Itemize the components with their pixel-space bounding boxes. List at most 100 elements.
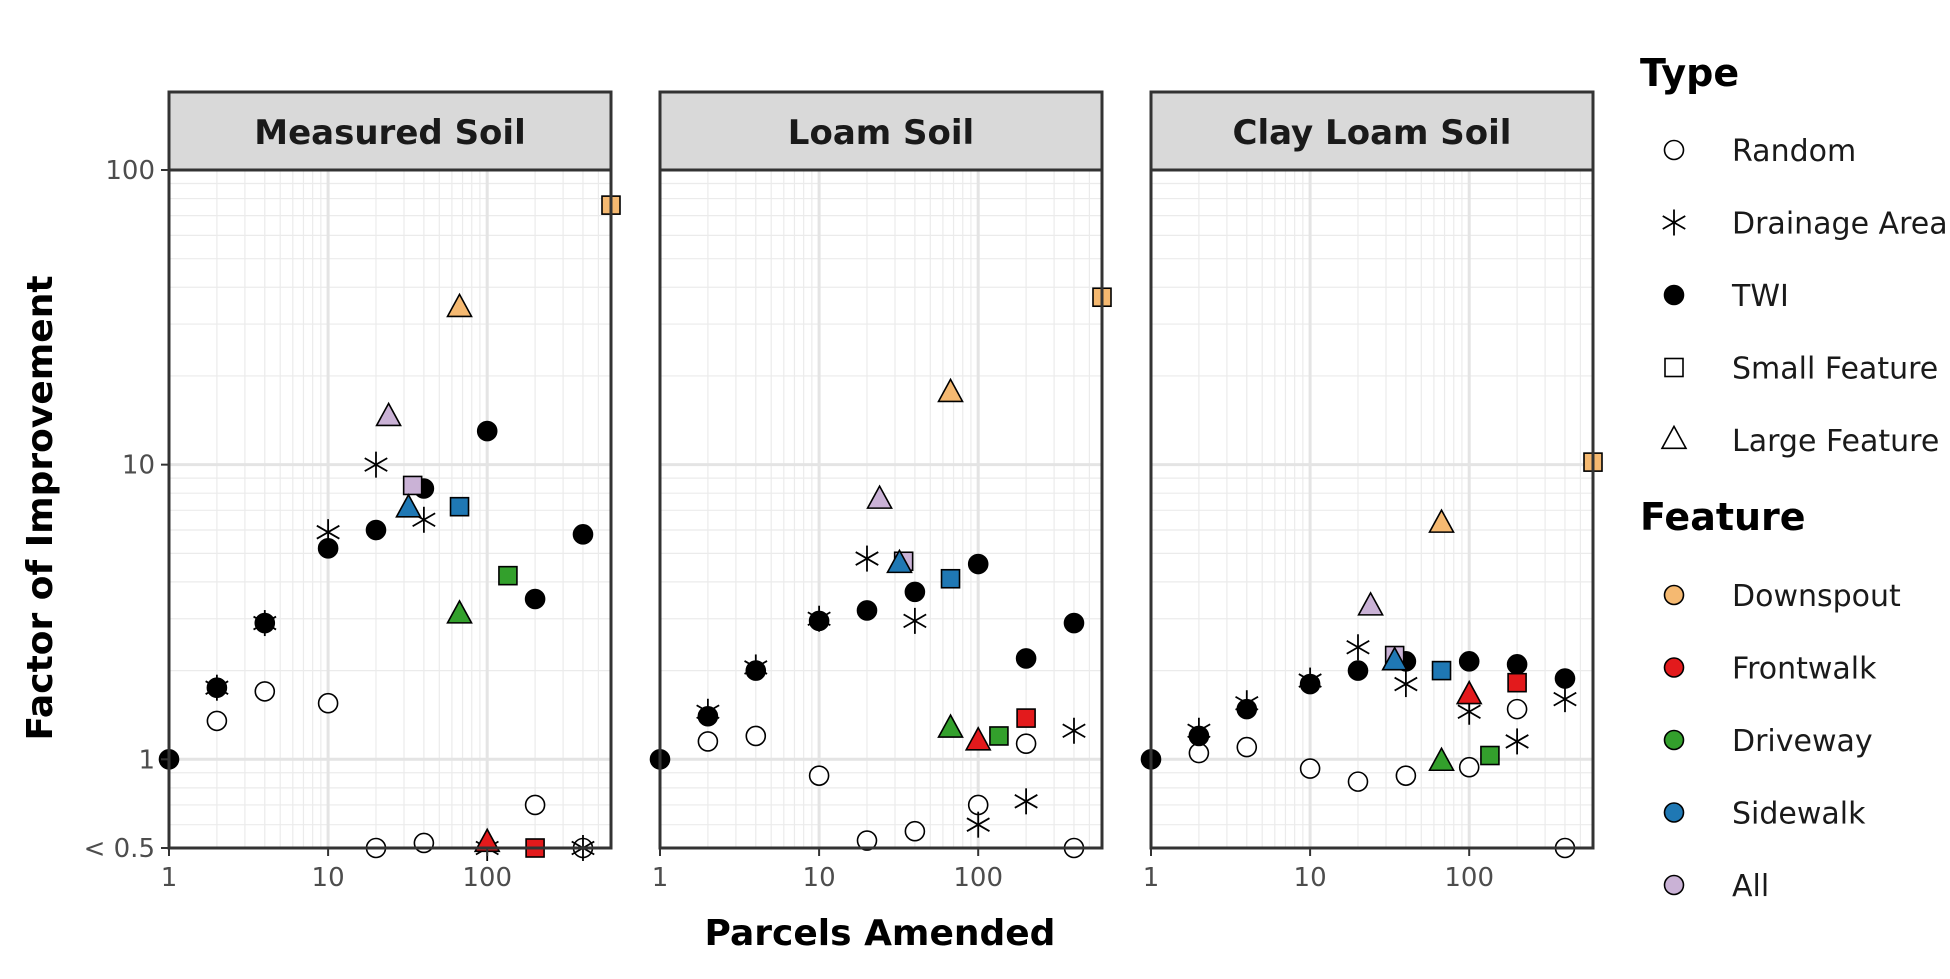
x-axis-title: Parcels Amended (705, 913, 1056, 954)
x-tick-label: 10 (312, 863, 345, 893)
data-point-twi (1554, 668, 1576, 689)
y-axis-title: Factor of Improvement (20, 275, 61, 740)
points-layer (1140, 452, 1603, 859)
data-point-random (1188, 742, 1210, 764)
data-point-twi (808, 610, 830, 632)
legend-key-large (1660, 424, 1688, 450)
legend-key-random (1663, 139, 1685, 161)
legend-label: Small Feature (1732, 352, 1938, 387)
x-tick-label: 10 (1294, 863, 1327, 893)
data-point-random (254, 681, 276, 702)
data-point-random (1347, 771, 1369, 792)
data-point-small-sidewalk (1431, 660, 1452, 681)
legend-feature-title: Feature (1640, 495, 1806, 539)
data-point-large-frontwalk (1455, 679, 1483, 705)
data-point-drainage (855, 545, 879, 572)
panels-layer: Measured Soil 1 10 100 < 0.5 1 10 100 Loam Soil 1… (84, 90, 1603, 893)
data-point-random (745, 725, 767, 747)
x-tick-label: 10 (803, 863, 836, 893)
data-point-twi (572, 524, 594, 545)
legend-item-small: Small Feature (1664, 352, 1938, 387)
legend-label: TWI (1731, 279, 1789, 314)
x-tick-label: 100 (1444, 863, 1494, 893)
legend-item-twi: TWI (1663, 279, 1789, 314)
legend-label: Frontwalk (1732, 652, 1877, 687)
data-point-drainage (1062, 717, 1086, 744)
data-point-large-all (375, 401, 402, 427)
points-layer (649, 287, 1112, 859)
legend-key-drainage (1662, 209, 1686, 236)
data-point-small-sidewalk (940, 568, 961, 589)
data-point-large-downspout (1428, 508, 1455, 533)
y-tick-label: 10 (122, 451, 155, 481)
data-point-twi (1347, 660, 1369, 681)
data-point-twi (365, 519, 387, 541)
panel-3: Clay Loam Soil 1 10 100 (1140, 90, 1603, 893)
x-tick-label: 100 (953, 863, 1003, 893)
data-point-twi (254, 612, 276, 634)
panel-background (169, 170, 611, 848)
legend-label: Random (1732, 134, 1856, 169)
data-point-large-all (1357, 591, 1384, 616)
data-point-random (1015, 733, 1037, 754)
data-point-twi (1458, 651, 1480, 672)
data-point-small-all (402, 475, 423, 496)
data-point-twi (904, 581, 926, 603)
legend-key-frontwalk (1663, 657, 1685, 678)
panel-title: Clay Loam Soil (1233, 113, 1512, 153)
data-point-twi (206, 677, 228, 698)
legend-item-sidewalk: Sidewalk (1663, 797, 1866, 832)
data-point-large-frontwalk (964, 726, 992, 751)
panel-title: Measured Soil (254, 113, 525, 153)
data-point-twi (745, 660, 767, 681)
data-point-large-downspout (446, 292, 473, 318)
legend-item-driveway: Driveway (1663, 724, 1873, 759)
data-point-twi (697, 705, 719, 727)
legend-key-downspout (1663, 584, 1685, 606)
data-point-small-driveway (1480, 745, 1500, 766)
data-point-random (1395, 765, 1417, 786)
legend-label: Large Feature (1732, 424, 1939, 459)
legend-label: All (1732, 869, 1769, 904)
legend-key-all (1663, 874, 1685, 896)
legend-label: Drainage Area (1732, 207, 1948, 242)
legend-key-small (1664, 357, 1684, 378)
data-point-small-driveway (989, 726, 1009, 746)
panel-border (1149, 168, 1595, 850)
data-point-small-sidewalk (449, 496, 470, 517)
data-point-drainage (1394, 671, 1418, 698)
data-point-twi (967, 553, 989, 575)
data-point-twi (476, 420, 498, 442)
data-point-drainage (1553, 686, 1577, 713)
y-tick-label: < 0.5 (84, 834, 155, 864)
data-point-random (206, 710, 228, 732)
data-point-large-downspout (937, 377, 964, 403)
y-tick-label: 1 (138, 745, 155, 775)
data-point-random (524, 794, 546, 816)
data-point-random (697, 731, 719, 752)
data-point-random (413, 832, 435, 854)
data-point-large-driveway (446, 599, 473, 624)
panel-title: Loam Soil (788, 113, 974, 153)
legend-type-title: Type (1640, 51, 1739, 95)
data-point-drainage (903, 607, 927, 634)
data-point-random (1506, 698, 1528, 720)
legend-label: Sidewalk (1732, 797, 1866, 832)
data-point-large-driveway (1428, 746, 1455, 772)
data-point-random (904, 820, 926, 842)
data-point-twi (1236, 698, 1258, 720)
legend-item-random: Random (1663, 134, 1856, 169)
legend-item-all: All (1663, 869, 1769, 904)
data-point-random (317, 692, 339, 714)
x-tick-label: 1 (1143, 863, 1160, 893)
data-point-random (856, 830, 878, 851)
data-point-twi (1299, 673, 1321, 695)
legend-item-drainage: Drainage Area (1662, 207, 1948, 242)
data-point-random (1299, 758, 1321, 779)
data-point-twi (856, 600, 878, 621)
panel-strip (1149, 90, 1595, 172)
legend-label: Downspout (1732, 579, 1901, 614)
data-point-small-driveway (498, 565, 518, 586)
data-point-twi (1188, 725, 1210, 747)
x-tick-label: 100 (462, 863, 512, 893)
